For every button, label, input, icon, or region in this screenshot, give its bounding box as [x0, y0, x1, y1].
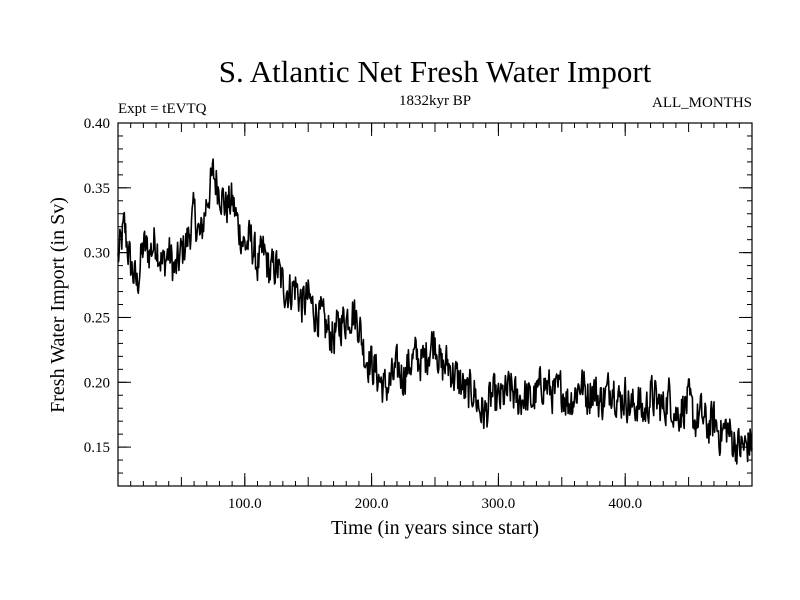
x-tick-label: 200.0	[355, 496, 389, 512]
experiment-label: Expt = tEVTQ	[118, 101, 207, 117]
y-tick-label: 0.15	[84, 440, 110, 456]
period-label: 1832kyr BP	[399, 93, 471, 109]
y-tick-label: 0.25	[84, 310, 110, 326]
series-line-fresh-water-import	[117, 158, 753, 465]
chart-title: S. Atlantic Net Fresh Water Import	[219, 54, 652, 89]
y-tick-label: 0.30	[84, 246, 110, 262]
y-tick-label: 0.35	[84, 181, 110, 197]
months-label: ALL_MONTHS	[652, 95, 752, 111]
y-tick-label: 0.20	[84, 375, 110, 391]
x-tick-label: 300.0	[482, 496, 516, 512]
y-axis-label: Fresh Water Import (in Sv)	[47, 197, 69, 413]
x-tick-label: 400.0	[608, 496, 642, 512]
axis-tick-labels: 100.0 200.0 300.0 400.0 0.15 0.20 0.25 0.30 0.35…	[84, 116, 642, 512]
y-tick-label: 0.40	[84, 116, 110, 132]
x-axis-label: Time (in years since start)	[331, 517, 539, 539]
x-tick-label: 100.0	[228, 496, 262, 512]
axis-ticks	[118, 122, 752, 486]
